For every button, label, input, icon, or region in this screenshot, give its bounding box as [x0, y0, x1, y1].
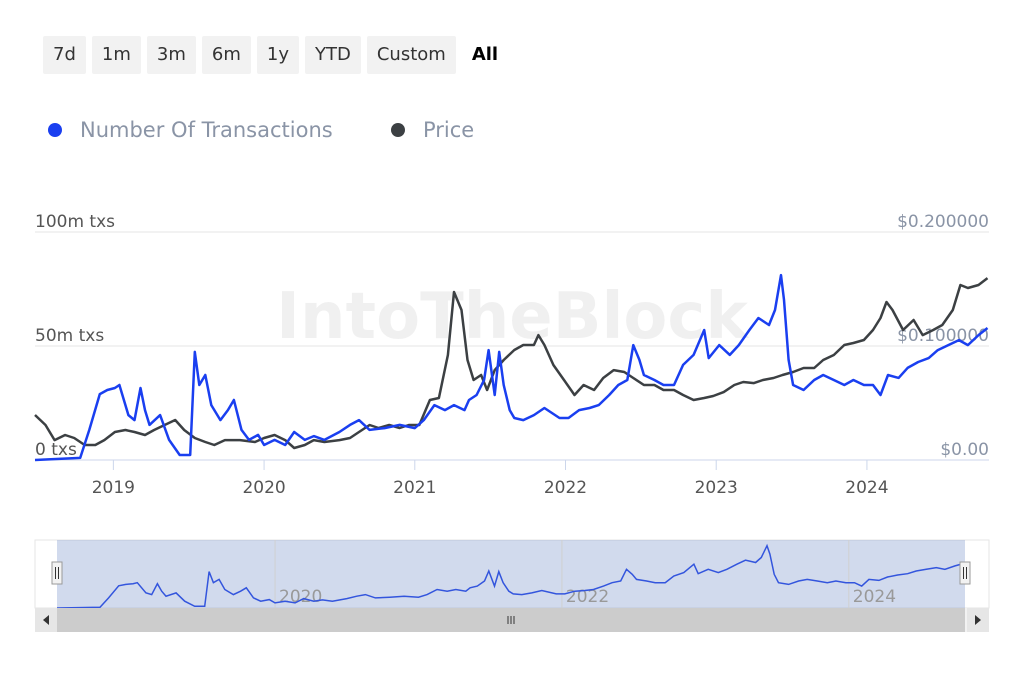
- range-button[interactable]: 1y: [256, 36, 299, 74]
- watermark: IntoTheBlock: [276, 280, 749, 354]
- range-button[interactable]: Custom: [366, 36, 456, 74]
- x-tick-label: 2019: [92, 478, 135, 498]
- navigator-tick-label: 2022: [566, 587, 609, 607]
- range-button[interactable]: YTD: [305, 36, 361, 74]
- range-button[interactable]: 3m: [146, 36, 196, 74]
- navigator-handle[interactable]: [959, 561, 971, 585]
- range-button[interactable]: 6m: [201, 36, 251, 74]
- legend-marker: [48, 123, 62, 137]
- range-button[interactable]: All: [461, 36, 509, 74]
- navigator-handle[interactable]: [51, 561, 63, 585]
- navigator-tick-label: 2024: [853, 587, 896, 607]
- x-tick-label: 2020: [242, 478, 285, 498]
- x-tick-label: 2024: [845, 478, 888, 498]
- x-tick-label: 2022: [544, 478, 587, 498]
- range-button[interactable]: 1m: [91, 36, 141, 74]
- y-tick-label: 100m txs: [35, 212, 115, 232]
- y-tick-label: 50m txs: [35, 326, 104, 346]
- legend-label: Price: [423, 118, 474, 142]
- navigator-line: [56, 543, 964, 609]
- arrow: [43, 615, 49, 625]
- range-buttons: 7d 1m 3m 6m 1y YTD Custom All: [43, 36, 509, 74]
- y2-tick-label: $0.100000: [897, 326, 989, 346]
- series-line: [34, 277, 989, 450]
- legend-label: Number Of Transactions: [80, 118, 333, 142]
- navigator-frame: [34, 539, 990, 609]
- y2-tick-label: $0.200000: [897, 212, 989, 232]
- range-button[interactable]: 7d: [43, 36, 86, 74]
- y2-tick-label: $0.00: [940, 440, 989, 460]
- x-tick-label: 2021: [393, 478, 436, 498]
- navigator-mask: [57, 540, 965, 608]
- x-tick-label: 2023: [695, 478, 738, 498]
- legend-marker: [391, 123, 405, 137]
- navigator-tick-label: 2020: [279, 587, 322, 607]
- arrow: [975, 615, 981, 625]
- series-line: [34, 273, 989, 462]
- y-tick-label: 0 txs: [35, 440, 77, 460]
